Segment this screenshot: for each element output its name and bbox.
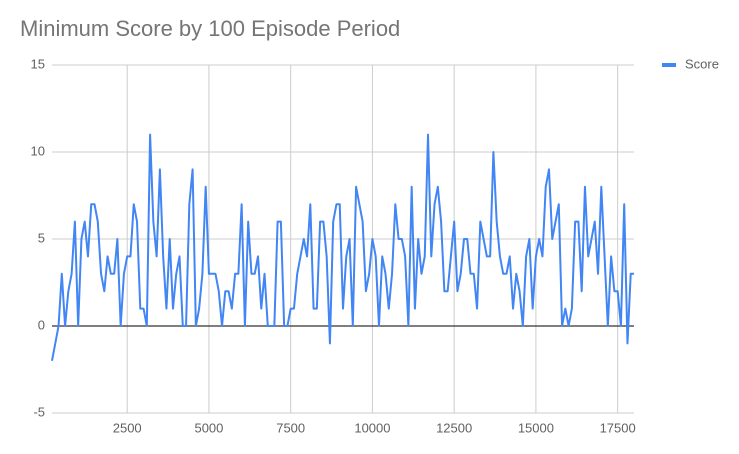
- x-tick-label: 12500: [436, 420, 472, 435]
- y-tick-label: 5: [38, 230, 45, 245]
- series-line: [51, 133, 634, 361]
- x-tick-label: 10000: [354, 420, 390, 435]
- y-tick-label: -5: [33, 404, 45, 419]
- y-tick-label: 15: [31, 56, 45, 71]
- legend-label: Score: [685, 56, 719, 71]
- y-tick-label: 10: [31, 143, 45, 158]
- x-tick-label: 5000: [194, 420, 223, 435]
- chart-title: Minimum Score by 100 Episode Period: [20, 16, 400, 41]
- y-tick-label: 0: [38, 317, 45, 332]
- x-tick-label: 15000: [518, 420, 554, 435]
- x-tick-label: 17500: [600, 420, 636, 435]
- x-tick-label: 2500: [113, 420, 142, 435]
- x-tick-label: 7500: [276, 420, 305, 435]
